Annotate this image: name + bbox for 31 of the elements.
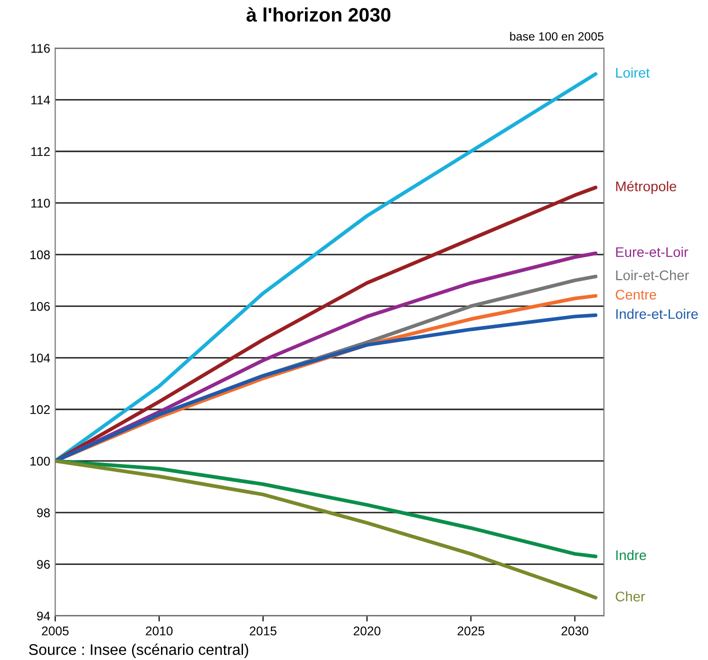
text: base 100 en 2005 xyxy=(510,32,604,41)
series-label: Loir-et-Cher xyxy=(616,270,689,280)
y-tick-label: 112 xyxy=(31,147,50,156)
x-tick-label: 2030 xyxy=(562,626,588,636)
line-series xyxy=(55,459,598,558)
y-tick-label: 96 xyxy=(37,560,50,569)
y-tick-label: 98 xyxy=(37,508,50,518)
series-label: Indre xyxy=(616,550,646,560)
series-label: Indre-et-Loire xyxy=(616,308,698,319)
chart-title: à l'horizon 2030 xyxy=(246,7,390,22)
y-tick-label: 104 xyxy=(30,354,50,362)
x-tick-label: 2015 xyxy=(250,626,276,636)
series-label: Centre xyxy=(616,290,656,300)
y-tick-label: 110 xyxy=(31,198,50,208)
y-tick-label: 116 xyxy=(31,44,50,53)
source-note: Source : Insee (scénario central) xyxy=(29,644,248,658)
x-tick-label: 2005 xyxy=(42,626,69,636)
series-label: Cher xyxy=(616,591,645,602)
x-tick-label: 2010 xyxy=(146,626,173,636)
series-label: Métropole xyxy=(616,180,676,194)
series-label: Eure-et-Loir xyxy=(616,246,688,258)
y-tick-label: 114 xyxy=(31,96,50,104)
y-tick-label: 94 xyxy=(37,612,50,620)
y-tick-label: 106 xyxy=(30,302,50,311)
y-tick-label: 100 xyxy=(30,456,50,466)
y-tick-label: 102 xyxy=(30,405,50,414)
series-label: Loiret xyxy=(616,68,650,78)
y-tick-label: 108 xyxy=(30,250,50,260)
x-tick-label: 2020 xyxy=(354,626,380,636)
line-series xyxy=(55,459,598,600)
x-tick-label: 2025 xyxy=(458,626,484,636)
